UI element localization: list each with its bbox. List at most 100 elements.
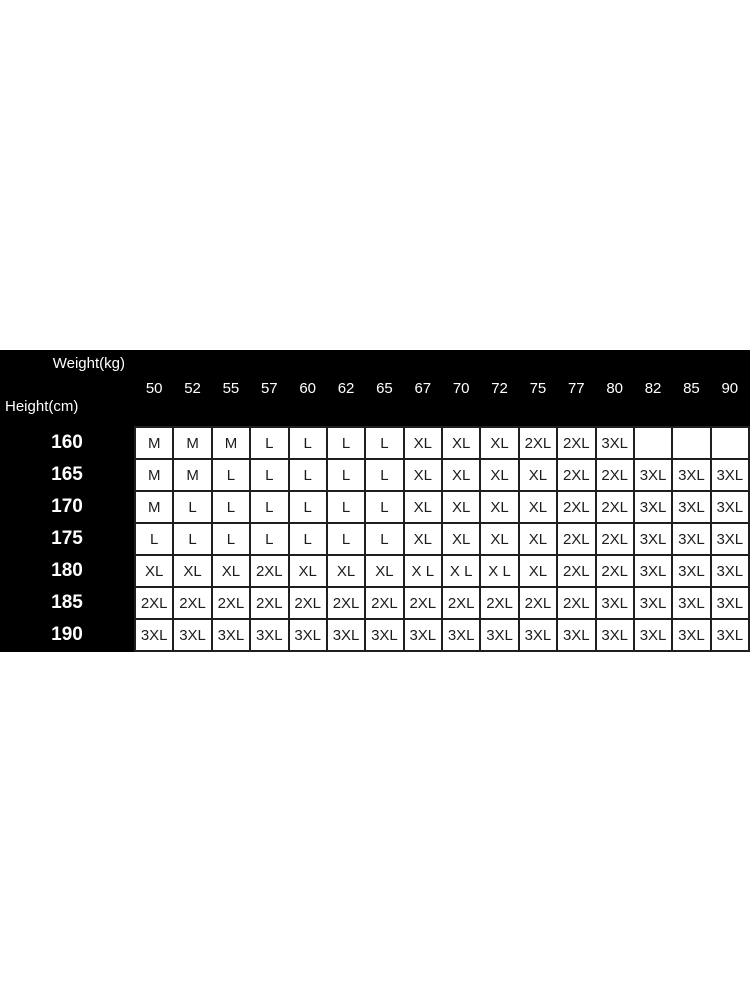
size-cell: 3XL — [671, 490, 712, 524]
size-cell: 3XL — [287, 618, 328, 652]
size-cell: XL — [479, 426, 520, 460]
header-row: Weight(kg) Height(cm) 50 52 55 57 60 62 65 67 70… — [0, 350, 749, 427]
size-cell: 3XL — [632, 458, 674, 492]
size-cell: M — [133, 426, 175, 460]
size-cell: L — [325, 458, 367, 492]
weight-col-header: 62 — [326, 350, 366, 427]
weight-col-header: 67 — [403, 350, 442, 427]
size-cell: XL — [440, 426, 482, 460]
weight-col-header: 75 — [518, 350, 558, 427]
size-cell: XL — [479, 490, 520, 524]
size-cell: XL — [133, 554, 175, 588]
size-cell: 3XL — [402, 618, 444, 652]
size-cell: 3XL — [594, 618, 635, 652]
weight-col-header: 55 — [211, 350, 251, 427]
weight-col-header: 82 — [633, 350, 673, 427]
table-row: 165 M M L L L L L XL XL XL XL 2XL 2XL 3XL 3XL 3XL — [0, 458, 750, 492]
size-cell: 3XL — [709, 618, 750, 652]
size-cell: 2XL — [594, 490, 635, 524]
weight-col-header: 60 — [288, 350, 327, 427]
height-axis-label: Height(cm) — [5, 398, 79, 415]
weight-col-header: 70 — [442, 350, 481, 427]
size-cell: 2XL — [594, 554, 635, 588]
size-cell: 3XL — [133, 618, 175, 652]
size-cell: 2XL — [556, 458, 597, 492]
weight-col-header: 77 — [557, 350, 596, 427]
size-cell: XL — [517, 554, 559, 588]
size-cell: M — [133, 490, 175, 524]
size-cell: XL — [172, 554, 213, 588]
size-cell: 3XL — [671, 586, 712, 620]
size-cell: 2XL — [249, 554, 290, 588]
table-row: 175 L L L L L L L XL XL XL XL 2XL 2XL 3XL 3XL 3XL — [0, 522, 750, 556]
size-cell: 3XL — [671, 458, 712, 492]
size-cell: 2XL — [556, 522, 597, 556]
size-cell: 3XL — [172, 618, 213, 652]
size-cell: XL — [402, 522, 444, 556]
size-cell: XL — [517, 522, 559, 556]
table-row: 170 M L L L L L L XL XL XL XL 2XL 2XL 3XL 3XL 3XL — [0, 490, 750, 524]
size-cell: 3XL — [671, 554, 712, 588]
size-cell: 3XL — [325, 618, 367, 652]
size-cell: L — [364, 426, 405, 460]
size-cell: XL — [440, 490, 482, 524]
size-cell: 3XL — [364, 618, 405, 652]
size-cell: L — [172, 522, 213, 556]
table-row: 160 M M M L L L L XL XL XL 2XL 2XL 3XL — [0, 426, 750, 460]
size-cell: X L — [479, 554, 520, 588]
size-cell: XL — [325, 554, 367, 588]
weight-col-header: 80 — [595, 350, 634, 427]
size-cell: 3XL — [632, 490, 674, 524]
size-cell: 2XL — [364, 586, 405, 620]
weight-col-header: 52 — [173, 350, 212, 427]
weight-col-header: 57 — [250, 350, 289, 427]
size-chart-table: Weight(kg) Height(cm) 50 52 55 57 60 62 65 67 70… — [0, 350, 750, 652]
size-cell: 3XL — [709, 522, 750, 556]
size-cell: L — [287, 426, 328, 460]
size-cell: 3XL — [594, 586, 635, 620]
size-cell: L — [325, 522, 367, 556]
size-cell: L — [325, 490, 367, 524]
size-cell: XL — [402, 458, 444, 492]
size-cell: XL — [440, 522, 482, 556]
size-cell: L — [210, 490, 252, 524]
size-cell: XL — [479, 522, 520, 556]
size-cell: L — [133, 522, 175, 556]
size-cell: L — [210, 458, 252, 492]
size-cell: L — [325, 426, 367, 460]
size-cell: L — [364, 458, 405, 492]
size-cell: 2XL — [210, 586, 252, 620]
size-cell: L — [249, 490, 290, 524]
size-cell: 3XL — [479, 618, 520, 652]
size-cell: 2XL — [402, 586, 444, 620]
size-cell: 2XL — [517, 586, 559, 620]
size-table-body: 160 M M M L L L L XL XL XL 2XL 2XL 3XL 165 M M L L L L L XL XL X… — [0, 426, 750, 652]
size-cell: 2XL — [440, 586, 482, 620]
weight-col-header: 72 — [480, 350, 519, 427]
size-chart-band: Weight(kg) Height(cm) 50 52 55 57 60 62 65 67 70… — [0, 350, 750, 652]
size-cell: L — [172, 490, 213, 524]
size-cell: 2XL — [594, 522, 635, 556]
height-row-header: 160 — [0, 427, 135, 459]
size-cell: XL — [517, 458, 559, 492]
size-cell: 3XL — [632, 586, 674, 620]
size-cell: M — [172, 426, 213, 460]
size-cell: 2XL — [517, 426, 559, 460]
size-cell: X L — [440, 554, 482, 588]
size-cell: 2XL — [325, 586, 367, 620]
size-cell: X L — [402, 554, 444, 588]
size-cell: 2XL — [556, 586, 597, 620]
size-cell: L — [364, 490, 405, 524]
size-cell: L — [210, 522, 252, 556]
weight-col-header: 50 — [135, 350, 174, 427]
size-cell: L — [287, 522, 328, 556]
size-cell: M — [172, 458, 213, 492]
size-cell: 2XL — [556, 490, 597, 524]
size-cell: L — [249, 522, 290, 556]
table-row: 190 3XL 3XL 3XL 3XL 3XL 3XL 3XL 3XL 3XL 3XL 3XL 3XL 3… — [0, 618, 750, 652]
size-cell: XL — [210, 554, 252, 588]
weight-axis-label: Weight(kg) — [52, 355, 125, 372]
size-cell: 2XL — [133, 586, 175, 620]
size-cell: 2XL — [172, 586, 213, 620]
size-cell: 2XL — [287, 586, 328, 620]
